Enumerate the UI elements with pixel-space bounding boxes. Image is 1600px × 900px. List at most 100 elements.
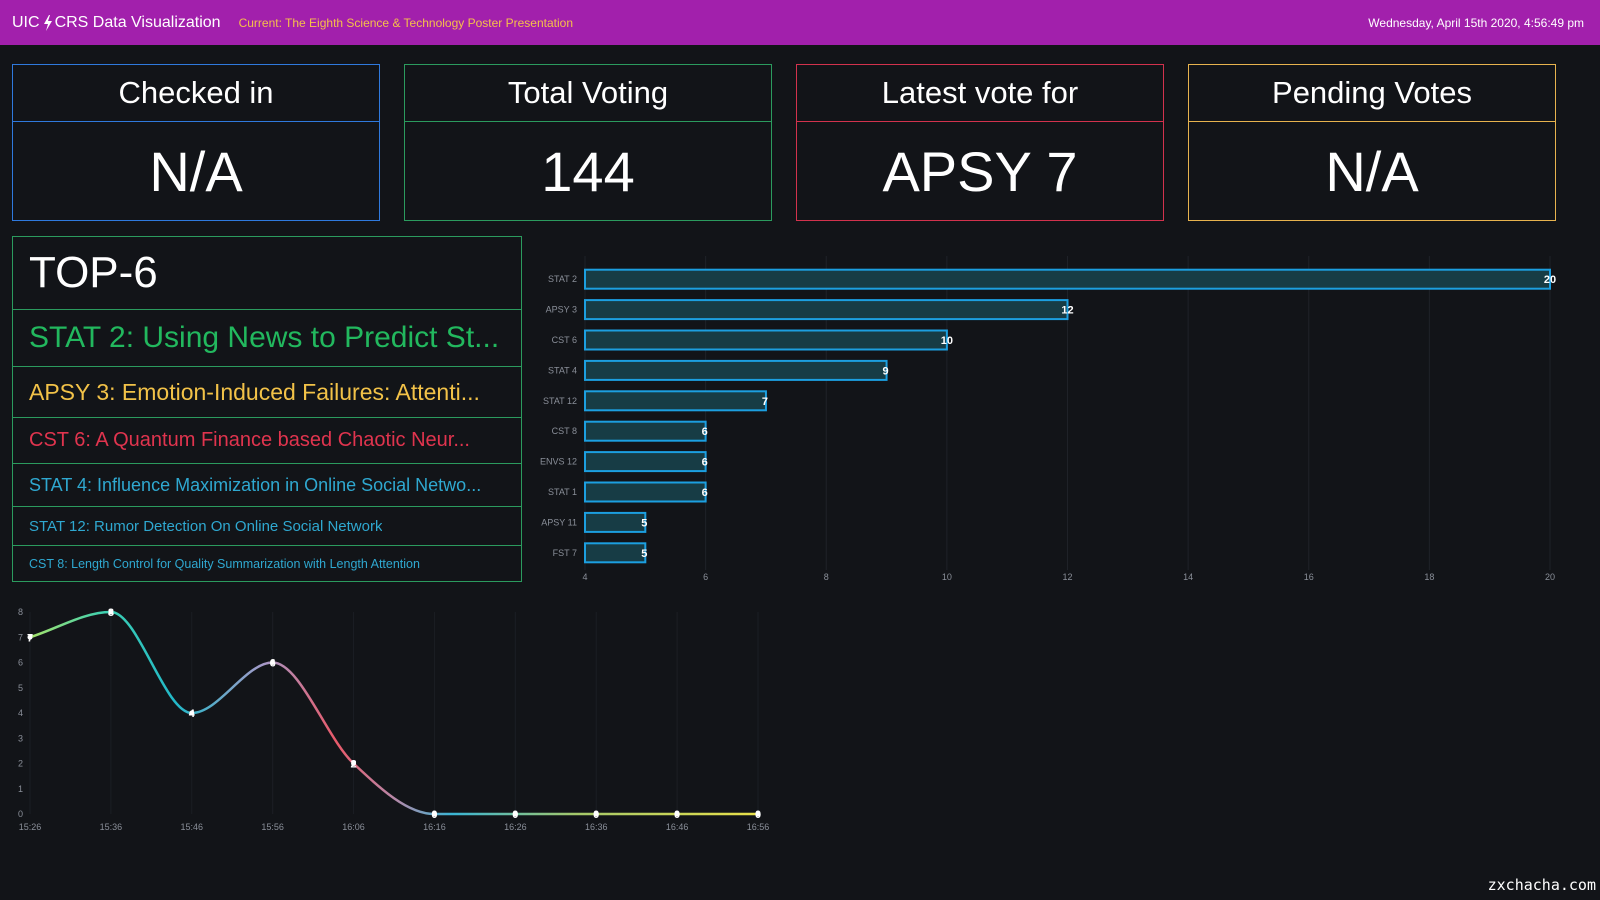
line-point-label: 8	[108, 607, 114, 619]
bar[interactable]	[584, 420, 707, 442]
top6-title-text: TOP-6	[29, 248, 158, 297]
card-pending-votes: Pending Votes N/A	[1188, 64, 1556, 221]
bar-y-category-label: FST 7	[553, 548, 577, 558]
votes-line-series	[29, 610, 758, 816]
top6-item-text: STAT 12: Rumor Detection On Online Socia…	[29, 517, 383, 535]
line-point[interactable]	[755, 811, 761, 817]
card-total-voting: Total Voting 144	[404, 64, 772, 221]
top6-item-2[interactable]: APSY 3: Emotion-Induced Failures: Attent…	[13, 367, 521, 418]
bar-value-label: 7	[762, 396, 768, 408]
line-y-tick-label: 1	[18, 784, 23, 794]
bar-value-label: 20	[1544, 274, 1556, 286]
bar[interactable]	[584, 359, 888, 381]
bar-x-tick-label: 6	[703, 572, 708, 582]
bar[interactable]	[584, 542, 647, 564]
line-x-tick-label: 16:46	[666, 822, 689, 832]
brand-uic: UIC	[12, 13, 40, 31]
line-point-label: 6	[270, 658, 276, 670]
header-bar: UIC CRS Data Visualization Current: The …	[0, 0, 1600, 45]
card-title: Pending Votes	[1189, 65, 1555, 122]
top6-item-4[interactable]: STAT 4: Influence Maximization in Online…	[13, 464, 521, 507]
bar-y-category-label: CST 6	[552, 335, 577, 345]
bar-value-label: 6	[702, 426, 708, 438]
top6-item-text: CST 8: Length Control for Quality Summar…	[29, 556, 420, 571]
bar-x-tick-label: 20	[1545, 572, 1555, 582]
line-point[interactable]	[27, 634, 33, 640]
line-y-tick-label: 7	[18, 632, 23, 642]
line-x-tick-label: 16:36	[585, 822, 608, 832]
bar-y-category-label: STAT 12	[543, 396, 577, 406]
bar-y-category-label: STAT 4	[548, 365, 577, 375]
line-point[interactable]	[431, 811, 437, 817]
bar-value-label: 5	[641, 517, 647, 529]
line-y-tick-label: 6	[18, 658, 23, 668]
line-y-tick-label: 8	[18, 607, 23, 617]
top6-item-1[interactable]: STAT 2: Using News to Predict St...	[13, 310, 521, 367]
bar-value-label: 6	[702, 457, 708, 469]
bar-x-tick-label: 16	[1304, 572, 1314, 582]
bar[interactable]	[584, 268, 1551, 290]
datetime: Wednesday, April 15th 2020, 4:56:49 pm	[1368, 15, 1584, 30]
line-y-tick-label: 5	[18, 683, 23, 693]
line-x-tick-label: 15:46	[181, 822, 204, 832]
bar[interactable]	[584, 329, 948, 351]
line-y-tick-label: 0	[18, 809, 23, 819]
bar-y-category-label: APSY 3	[546, 305, 577, 315]
line-point[interactable]	[108, 609, 114, 615]
bar[interactable]	[584, 299, 1069, 321]
line-x-tick-label: 15:56	[261, 822, 284, 832]
bar-y-category-label: STAT 1	[548, 487, 577, 497]
line-point[interactable]	[512, 811, 518, 817]
bar-value-label: 6	[702, 487, 708, 499]
top6-item-text: STAT 4: Influence Maximization in Online…	[29, 474, 482, 495]
line-point-label: 7	[27, 632, 33, 644]
line-point-label: 0	[512, 809, 518, 821]
card-checked-in: Checked in N/A	[12, 64, 380, 221]
line-point-label: 4	[189, 708, 196, 720]
top6-title: TOP-6	[13, 237, 521, 310]
line-point-label: 0	[593, 809, 599, 821]
line-x-tick-label: 16:56	[747, 822, 770, 832]
votes-line-chart: 15:26 15:36 15:46 15:56 16:06 16:16 16:26 16:36…	[18, 607, 770, 832]
card-title: Total Voting	[405, 65, 771, 122]
top6-item-6[interactable]: CST 8: Length Control for Quality Summar…	[13, 546, 521, 581]
bar[interactable]	[584, 451, 707, 473]
lightning-bolt-icon	[43, 14, 53, 31]
card-value: APSY 7	[882, 139, 1078, 203]
card-title: Latest vote for	[797, 65, 1163, 122]
line-point[interactable]	[189, 710, 195, 716]
line-point[interactable]	[674, 811, 680, 817]
app-brand[interactable]: UIC CRS Data Visualization	[12, 14, 221, 32]
watermark: zxchacha.com	[1487, 876, 1596, 894]
card-value: 144	[541, 139, 635, 203]
line-point-label: 0	[755, 809, 761, 821]
line-point[interactable]	[593, 811, 599, 817]
bar-x-tick-label: 4	[582, 572, 587, 582]
line-point[interactable]	[270, 660, 276, 665]
line-y-tick-label: 3	[18, 733, 23, 743]
top6-item-text: APSY 3: Emotion-Induced Failures: Attent…	[29, 378, 480, 405]
bar-value-label: 12	[1061, 305, 1073, 317]
bar[interactable]	[584, 511, 647, 533]
bar-x-tick-label: 18	[1424, 572, 1434, 582]
line-x-tick-label: 16:26	[504, 822, 527, 832]
bar-y-category-label: APSY 11	[541, 517, 577, 527]
line-x-tick-label: 15:26	[19, 822, 42, 832]
bar-value-label: 10	[941, 335, 953, 347]
line-y-tick-label: 4	[18, 708, 23, 718]
bar-x-tick-label: 12	[1062, 572, 1072, 582]
brand-title: CRS Data Visualization	[54, 13, 221, 31]
top6-item-5[interactable]: STAT 12: Rumor Detection On Online Socia…	[13, 507, 521, 546]
line-point-label: 0	[431, 809, 437, 821]
bar-x-tick-label: 10	[942, 572, 952, 582]
bar[interactable]	[584, 390, 767, 412]
current-event: Current: The Eighth Science & Technology…	[238, 15, 573, 30]
card-value: N/A	[149, 139, 243, 203]
top6-item-text: CST 6: A Quantum Finance based Chaotic N…	[29, 429, 470, 451]
line-point[interactable]	[351, 761, 357, 766]
bar-value-label: 5	[641, 548, 647, 560]
line-point-label: 2	[350, 759, 356, 771]
bar[interactable]	[584, 481, 707, 503]
line-x-tick-label: 15:36	[100, 822, 123, 832]
top6-item-3[interactable]: CST 6: A Quantum Finance based Chaotic N…	[13, 418, 521, 464]
